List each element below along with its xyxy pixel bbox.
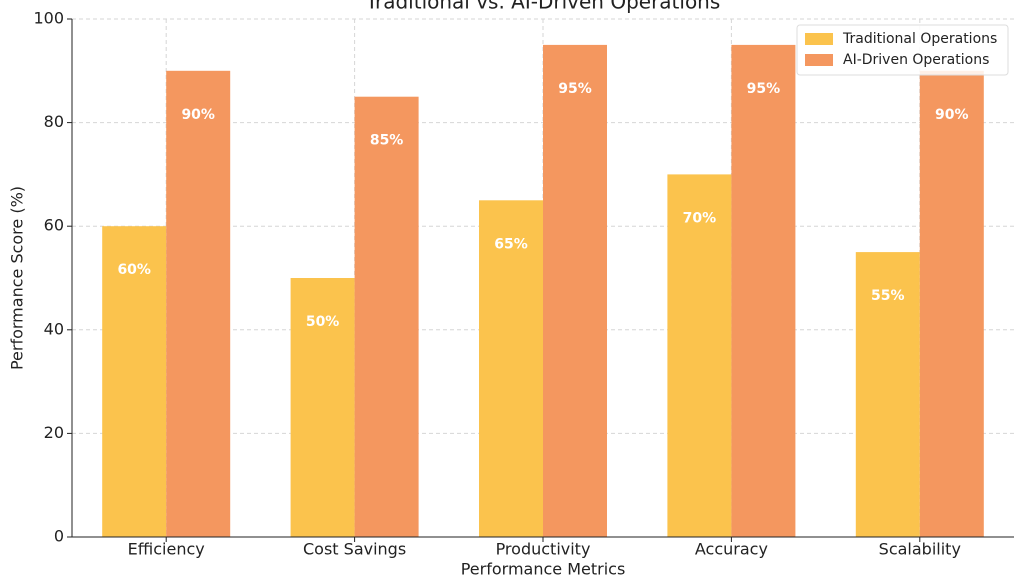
value-label: 95%	[747, 81, 781, 97]
value-label: 55%	[871, 288, 905, 304]
bar	[855, 252, 920, 537]
x-tick-label: Cost Savings	[303, 540, 406, 559]
bar	[479, 200, 543, 538]
x-axis-label: Performance Metrics	[461, 560, 626, 575]
value-label: 65%	[494, 236, 528, 252]
y-tick-label: 40	[44, 319, 64, 338]
x-tick-label: Scalability	[879, 540, 961, 559]
legend-label: Traditional Operations	[842, 31, 997, 47]
bar	[354, 96, 419, 537]
value-label: 50%	[306, 314, 340, 330]
y-tick-label: 100	[33, 9, 64, 28]
chart-title: Traditional vs. AI-Driven Operations	[365, 0, 721, 14]
y-tick-label: 60	[44, 216, 64, 235]
y-tick-label: 20	[44, 423, 64, 442]
value-label: 85%	[370, 133, 404, 149]
y-tick-label: 80	[44, 112, 64, 131]
bar	[919, 70, 984, 538]
value-label: 90%	[181, 107, 215, 123]
value-label: 70%	[683, 210, 717, 226]
value-label: 90%	[935, 107, 969, 123]
x-tick-label: Accuracy	[695, 540, 768, 559]
legend-swatch	[805, 33, 833, 45]
bar	[543, 44, 607, 538]
legend-label: AI-Driven Operations	[843, 52, 989, 68]
bar	[290, 278, 355, 537]
legend-swatch	[805, 54, 833, 66]
bar	[731, 44, 796, 538]
y-axis-label: Performance Score (%)	[8, 186, 27, 370]
x-tick-label: Efficiency	[128, 540, 205, 559]
value-label: 95%	[558, 81, 592, 97]
value-label: 60%	[117, 262, 151, 278]
bar	[166, 70, 231, 538]
legend-box	[796, 24, 1009, 76]
y-tick-label: 0	[54, 527, 64, 546]
x-tick-label: Productivity	[496, 540, 591, 559]
bar	[102, 226, 167, 537]
bar	[667, 174, 732, 537]
